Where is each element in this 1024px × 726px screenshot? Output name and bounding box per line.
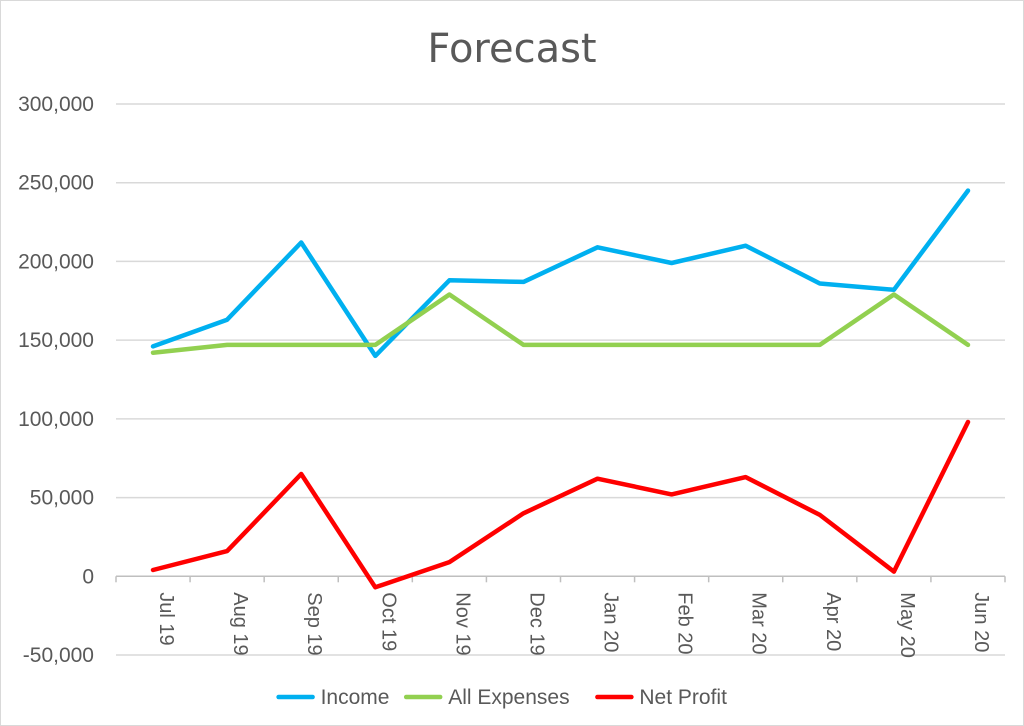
y-tick-label: -50,000 xyxy=(23,644,94,667)
y-tick-label: 200,000 xyxy=(18,250,94,273)
x-tick-label: Jan 20 xyxy=(600,592,622,652)
x-axis xyxy=(115,575,1006,583)
x-tick-label: Jun 20 xyxy=(970,592,992,652)
x-tick-label: Feb 20 xyxy=(674,592,696,654)
y-tick-label: 100,000 xyxy=(18,408,94,431)
series-line-income xyxy=(150,188,971,359)
x-tick-label: Oct 19 xyxy=(377,592,399,651)
legend-label-income: Income xyxy=(321,686,390,709)
x-axis-tick-labels: Jul 19 Aug 19 Sep 19 Oct 19 Nov 19 Dec 19 Jan … xyxy=(155,592,992,658)
x-tick-label: Nov 19 xyxy=(451,592,473,655)
y-tick-label: 50,000 xyxy=(30,487,94,510)
legend-label-net-profit: Net Profit xyxy=(639,686,727,709)
y-tick-label: 0 xyxy=(82,565,94,588)
y-axis-tick-labels: -50,000 0 50,000 100,000 150,000 200,000 250,0… xyxy=(18,93,94,667)
x-tick-label: Jul 19 xyxy=(155,592,177,645)
legend-label-all-expenses: All Expenses xyxy=(448,686,569,709)
x-tick-label: Apr 20 xyxy=(822,592,844,651)
series-line-net-profit xyxy=(150,419,971,590)
legend: Income All Expenses Net Profit xyxy=(276,686,727,709)
x-tick-label: May 20 xyxy=(896,592,918,658)
series-lines xyxy=(150,188,971,590)
x-tick-label: Dec 19 xyxy=(525,592,547,655)
chart-title: Forecast xyxy=(427,26,596,72)
y-tick-label: 150,000 xyxy=(18,329,94,352)
x-tick-label: Aug 19 xyxy=(229,592,251,655)
x-tick-label: Sep 19 xyxy=(303,592,325,655)
y-tick-label: 300,000 xyxy=(18,93,94,116)
gridlines xyxy=(116,103,1005,656)
y-tick-label: 250,000 xyxy=(18,172,94,195)
x-tick-label: Mar 20 xyxy=(748,592,770,654)
series-line-all-expenses xyxy=(150,292,971,355)
